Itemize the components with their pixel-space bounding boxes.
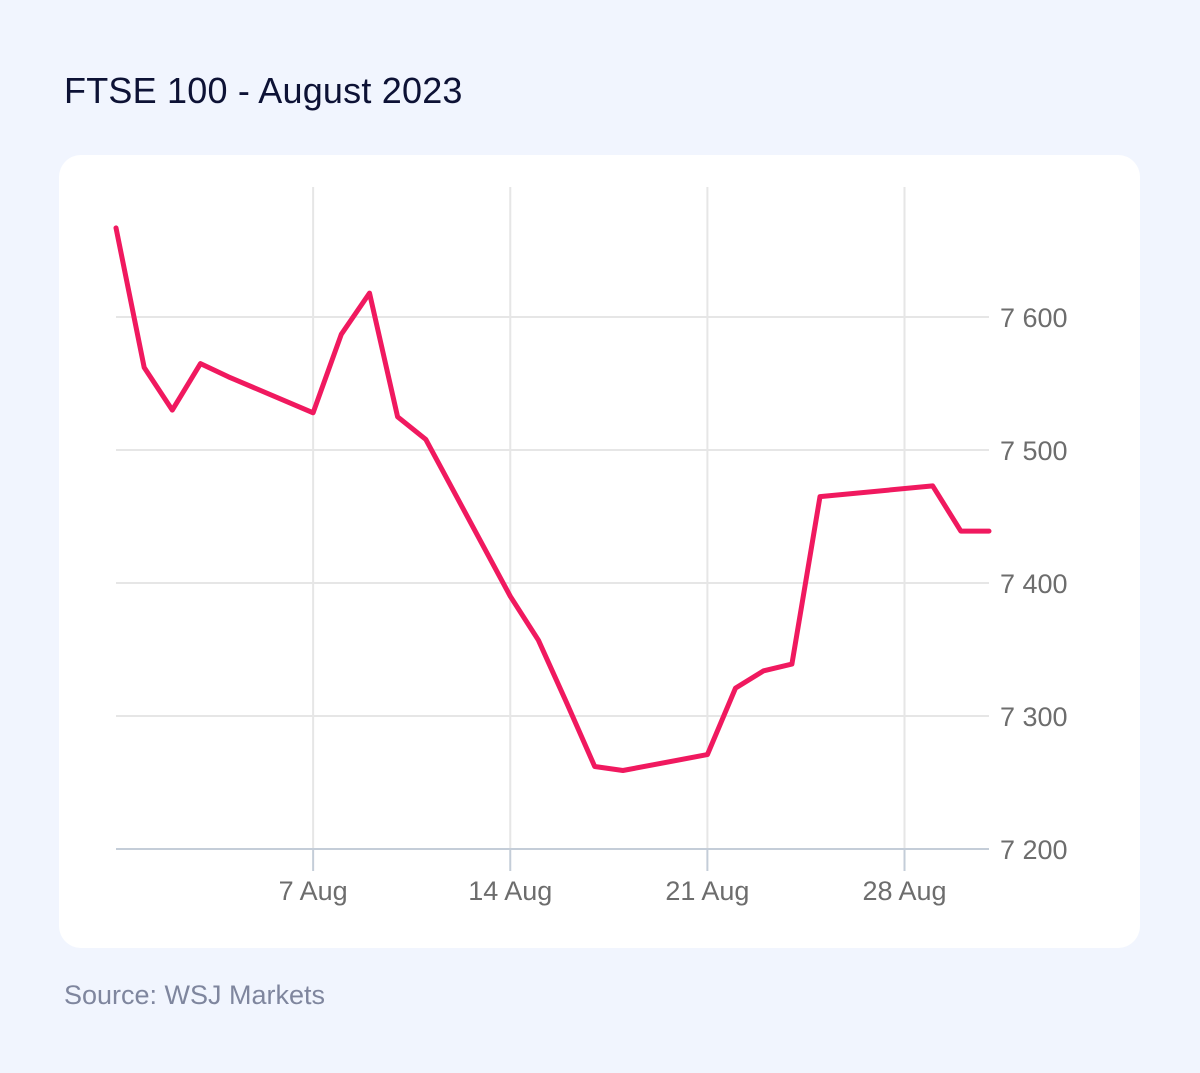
- chart-title: FTSE 100 - August 2023: [64, 70, 463, 111]
- y-tick-label: 7 400: [1000, 569, 1068, 599]
- y-tick-label: 7 200: [1000, 835, 1068, 865]
- x-axis: [116, 848, 989, 871]
- y-tick-label: 7 600: [1000, 303, 1068, 333]
- x-tick-label: 14 Aug: [468, 876, 552, 906]
- x-tick-labels: 7 Aug 14 Aug 21 Aug 28 Aug: [279, 876, 947, 906]
- line-chart: 7 200 7 300 7 400 7 500 7 600 7 Aug 14 Aug 21 …: [113, 187, 1068, 906]
- source-note: Source: WSJ Markets: [64, 980, 326, 1010]
- x-gridlines: [312, 187, 906, 849]
- y-tick-labels: 7 200 7 300 7 400 7 500 7 600: [1000, 303, 1068, 865]
- x-tick-label: 21 Aug: [665, 876, 749, 906]
- series-group: [113, 225, 992, 773]
- series-line: [113, 225, 992, 773]
- y-tick-label: 7 300: [1000, 702, 1068, 732]
- chart-card: 7 200 7 300 7 400 7 500 7 600 7 Aug 14 Aug 21 …: [59, 155, 1140, 948]
- x-tick-label: 7 Aug: [279, 876, 348, 906]
- x-tick-label: 28 Aug: [862, 876, 946, 906]
- y-tick-label: 7 500: [1000, 436, 1068, 466]
- y-gridlines: [116, 316, 989, 717]
